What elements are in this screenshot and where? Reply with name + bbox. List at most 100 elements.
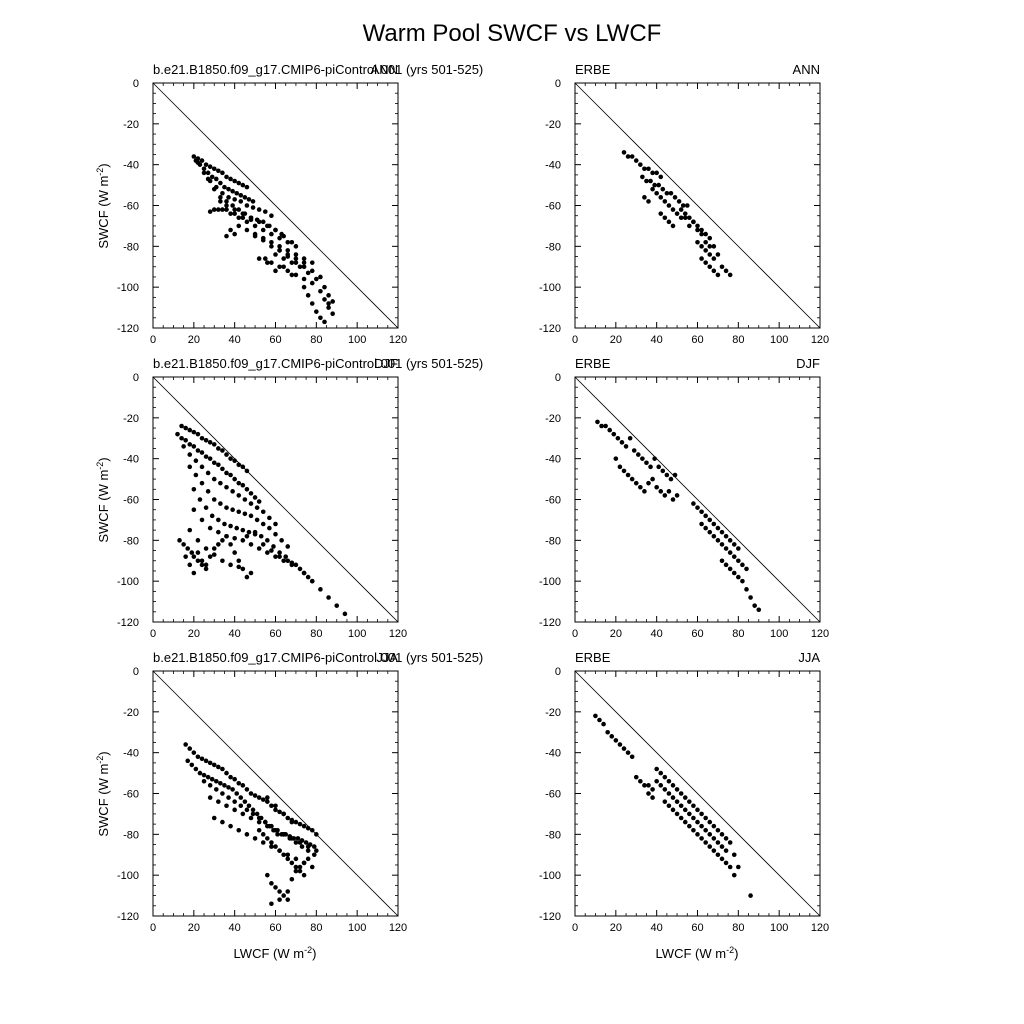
reference-line	[152, 376, 399, 623]
data-point	[277, 809, 282, 815]
data-point	[260, 235, 266, 241]
x-tick-label: 100	[770, 628, 788, 640]
y-tick-label: -40	[123, 748, 139, 760]
panel-erbe-jja: 0 20 40 60 80 100 120 0 -20 -40 -60 -80 -100 -120 ERBE…	[539, 650, 829, 934]
data-point	[258, 533, 264, 539]
data-point	[695, 227, 700, 233]
data-point	[191, 154, 197, 159]
data-point	[676, 199, 682, 204]
data-point	[597, 717, 602, 723]
data-point	[736, 546, 741, 551]
data-point	[240, 211, 246, 216]
ylabel-text-1: SWCF (W m	[96, 176, 111, 249]
ylabel-sup-1: -2	[95, 168, 105, 176]
ylabel-sup-2: -2	[95, 462, 105, 470]
data-point	[314, 848, 319, 853]
data-point	[691, 219, 696, 225]
x-tick-label: 0	[150, 334, 156, 346]
data-point	[326, 301, 331, 306]
data-point	[289, 272, 295, 278]
data-point	[224, 203, 229, 208]
data-point	[230, 489, 235, 494]
panel-left-label: b.e21.B1850.f09_g17.CMIP6-piControl.001 …	[153, 62, 483, 77]
data-point	[707, 844, 713, 849]
data-point	[699, 244, 704, 249]
data-point	[703, 815, 708, 821]
data-point	[262, 256, 268, 261]
data-point	[240, 182, 246, 188]
data-point	[707, 819, 713, 825]
data-point	[638, 484, 643, 490]
data-point	[293, 562, 299, 568]
data-point	[216, 517, 221, 523]
data-point	[314, 832, 319, 837]
data-point	[309, 260, 315, 265]
xlabel-text-left: LWCF (W m	[234, 946, 305, 961]
data-point	[719, 264, 725, 270]
data-point	[625, 750, 631, 755]
data-point	[250, 205, 256, 210]
data-point	[609, 734, 615, 739]
data-point	[265, 795, 270, 800]
data-point	[695, 223, 700, 229]
data-point	[187, 746, 193, 751]
y-tick-label: -120	[539, 323, 561, 335]
data-point	[666, 489, 672, 494]
data-point	[727, 550, 733, 555]
data-point	[216, 446, 221, 451]
data-point	[273, 227, 278, 233]
data-point	[318, 274, 323, 280]
data-point	[662, 774, 668, 780]
x-tick-label: 60	[691, 628, 703, 640]
data-point	[711, 533, 717, 539]
data-point	[205, 176, 211, 182]
y-tick-label: -40	[123, 160, 139, 172]
data-point	[236, 215, 242, 221]
data-point	[256, 499, 262, 504]
data-point	[633, 774, 639, 780]
data-point	[301, 256, 307, 261]
data-point	[244, 574, 250, 580]
data-point	[670, 223, 676, 229]
panel-right-label: JJA	[798, 650, 820, 665]
data-point	[293, 868, 299, 874]
data-point	[617, 742, 623, 747]
x-tick-label: 100	[348, 334, 366, 346]
data-point	[293, 819, 299, 825]
data-point	[599, 423, 604, 429]
data-point	[703, 239, 708, 245]
x-tick-label: 120	[389, 628, 407, 640]
x-tick-label: 20	[610, 334, 622, 346]
data-point	[699, 836, 704, 841]
data-point	[285, 558, 291, 564]
x-axis-label-right: LWCF (W m-2)	[656, 945, 739, 961]
data-point	[201, 170, 207, 176]
ylabel-text-3: SWCF (W m	[96, 764, 111, 837]
data-point	[207, 456, 213, 461]
data-point	[269, 244, 274, 249]
data-point	[205, 489, 211, 494]
data-point	[250, 807, 256, 813]
x-tick-label: 20	[188, 334, 200, 346]
data-point	[218, 501, 223, 506]
panel-model-djf: 0 20 40 60 80 100 120 0 -20 -40 -60 -80 -100 -120 b.e2…	[117, 356, 483, 640]
data-point	[269, 239, 274, 245]
x-tick-label: 80	[310, 628, 322, 640]
data-point	[703, 248, 708, 253]
data-point	[297, 566, 303, 572]
x-tick-label: 20	[188, 922, 200, 934]
data-point	[715, 252, 721, 257]
data-point	[191, 486, 197, 492]
data-point	[224, 233, 229, 239]
data-point	[680, 203, 686, 208]
data-point	[234, 791, 240, 796]
data-point	[309, 827, 315, 833]
data-point	[662, 493, 668, 498]
data-point	[293, 252, 299, 257]
data-point	[228, 472, 233, 478]
data-point	[309, 268, 315, 274]
data-point	[199, 464, 205, 470]
data-point	[707, 244, 713, 249]
x-tick-label: 0	[572, 628, 578, 640]
y-tick-label: -20	[545, 413, 561, 425]
